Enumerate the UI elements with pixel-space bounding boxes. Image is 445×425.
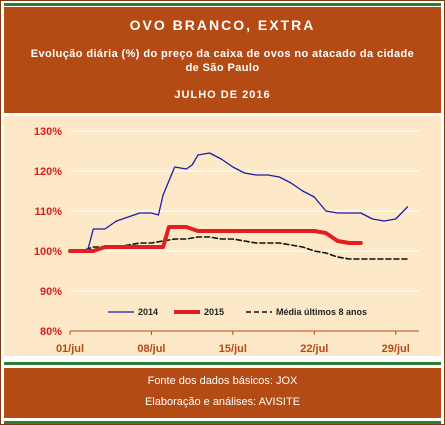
chart-subtitle: Evolução diária (%) do preço da caixa de… (30, 48, 415, 74)
line-chart: 80% 90% 100% 110% 120% 130% 01/jul 08/jul 15/jul… (34, 126, 419, 355)
top-stripe (4, 3, 441, 6)
legend-label-1: 2015 (204, 307, 224, 317)
source-note: Fonte dos dados básicos: JOX (147, 375, 298, 387)
legend-label-0: 2014 (138, 307, 158, 317)
x-tick-label-1: 08/jul (137, 343, 165, 355)
y-tick-label-2: 100% (34, 246, 62, 258)
bottom-stripe (4, 421, 441, 424)
chart-footer: Fonte dos dados básicos: JOX Elaboração … (4, 368, 441, 418)
y-tick-label-5: 130% (34, 126, 62, 138)
series-line-1 (68, 225, 363, 253)
x-tick-label-4: 29/jul (382, 343, 410, 355)
mid-stripe (4, 362, 441, 365)
x-tick-label-3: 22/jul (300, 343, 328, 355)
series-line-0 (69, 152, 409, 252)
x-tick-label-0: 01/jul (56, 343, 84, 355)
y-tick-label-1: 90% (40, 286, 62, 298)
chart-title: OVO BRANCO, EXTRA (129, 17, 316, 33)
chart-period: JULHO DE 2016 (174, 89, 271, 101)
credit-note: Elaboração e análises: AVISITE (144, 396, 301, 408)
plot-area: 80% 90% 100% 110% 120% 130% 01/jul 08/jul 15/jul… (4, 116, 441, 356)
y-tick-label-0: 80% (40, 326, 62, 338)
chart-header: OVO BRANCO, EXTRA Evolução diária (%) do… (4, 7, 441, 113)
legend-label-2: Média últimos 8 anos (276, 307, 367, 317)
y-tick-label-3: 110% (34, 206, 62, 218)
x-tick-label-2: 15/jul (219, 343, 247, 355)
y-tick-label-4: 120% (34, 166, 62, 178)
